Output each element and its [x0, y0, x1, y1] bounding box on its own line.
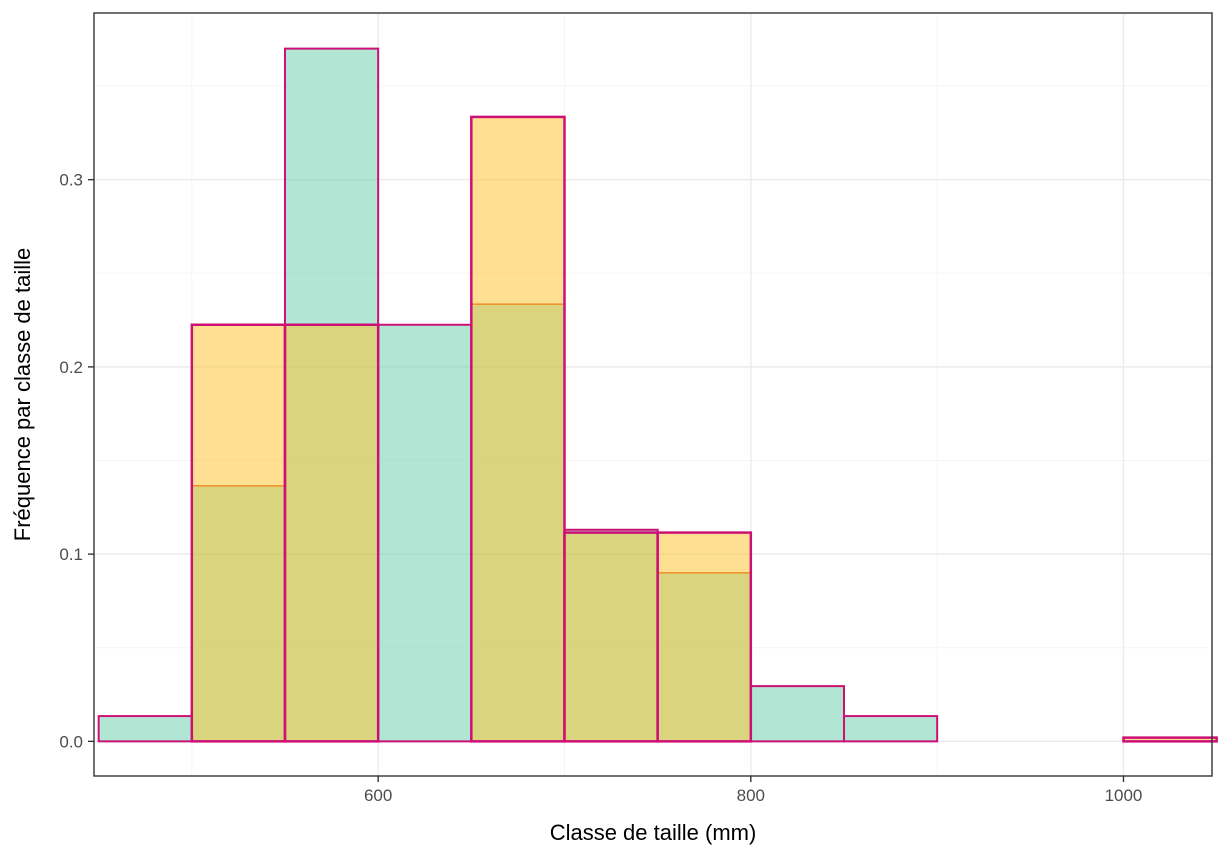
ticks-layer: 600 800 1000 0.0 0.1 0.2 0.3 [59, 171, 1142, 805]
x-tick-label: 1000 [1105, 786, 1143, 805]
y-tick-label: 0.0 [59, 732, 83, 751]
y-tick-label: 0.1 [59, 545, 83, 564]
bar-series2 [656, 531, 753, 743]
bar-series1 [378, 324, 472, 742]
x-tick-label: 800 [737, 786, 765, 805]
panel-border [93, 12, 1213, 777]
bar-series2 [470, 115, 566, 743]
y-axis-title: Fréquence par classe de taille [10, 248, 35, 542]
bar-series1-outline [283, 47, 380, 325]
bar-series2 [563, 531, 659, 743]
bar-series2 [190, 323, 287, 743]
bar-series1-outline [842, 715, 939, 743]
bar-series2 [283, 323, 380, 743]
y-tick-label: 0.2 [59, 358, 83, 377]
bar-series2 [1122, 736, 1218, 743]
bar-series1 [843, 716, 938, 742]
y-tick-label: 0.3 [59, 171, 83, 190]
x-axis-title: Classe de taille (mm) [550, 820, 757, 845]
bar-series1 [750, 686, 844, 742]
bars-layer [97, 47, 1218, 743]
x-tick-label: 600 [364, 786, 392, 805]
bar-series1 [98, 716, 192, 742]
